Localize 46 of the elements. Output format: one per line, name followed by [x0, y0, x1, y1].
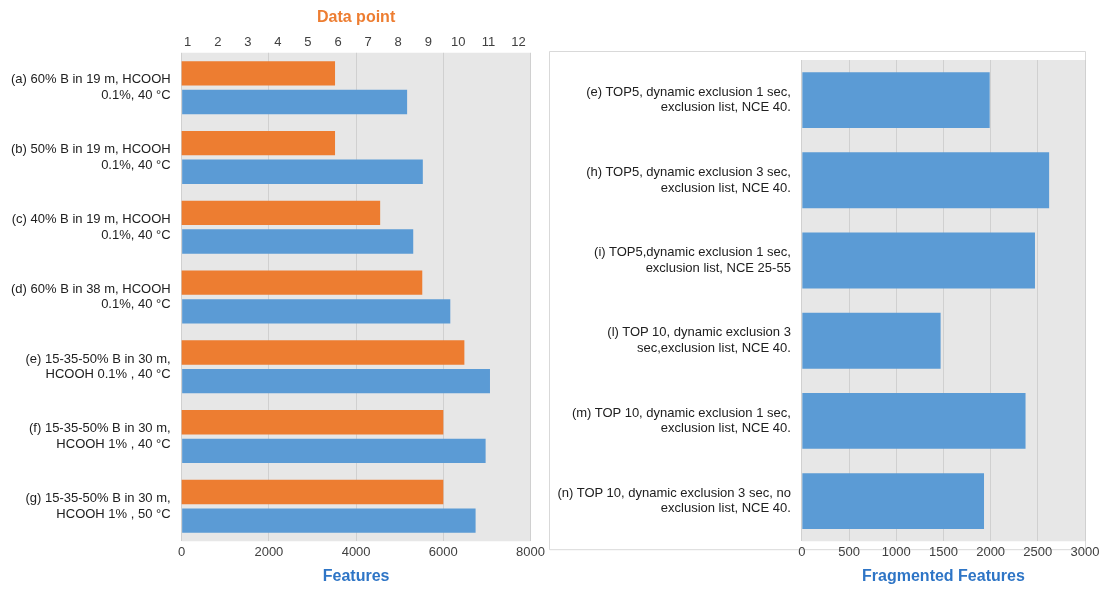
- bar: [802, 392, 1026, 449]
- y-tick-label: (c) 40% B in 19 m, HCOOH 0.1%, 40 °C: [11, 211, 171, 242]
- x-axis-title: Fragmented Features: [862, 566, 1025, 584]
- y-tick-label: (h) TOP5, dynamic exclusion 3 sec, exclusion list, NCE 40.: [586, 164, 791, 195]
- x2-tick-label: 10: [451, 33, 466, 49]
- x2-axis-title: Data point: [316, 8, 396, 26]
- x2-tick-label: 8: [394, 33, 402, 49]
- x2-tick-label: 4: [274, 33, 282, 49]
- x-tick-label: 2500: [1023, 543, 1053, 559]
- x2-tick-label: 11: [481, 33, 496, 49]
- y-tick-label: (b) 50% B in 19 m, HCOOH 0.1%, 40 °C: [11, 141, 171, 172]
- x-tick-label: 4000: [341, 543, 371, 559]
- bar: [802, 152, 1050, 209]
- x-tick-label: 0: [798, 543, 806, 559]
- y-tick-label: (f) 15-35-50% B in 30 m, HCOOH 1% , 40 °C: [29, 420, 171, 451]
- x-tick-label: 500: [838, 543, 860, 559]
- y-tick-label: (e) 15-35-50% B in 30 m, HCOOH 0.1% , 40 °C: [25, 350, 171, 382]
- bar: [802, 473, 985, 530]
- y-tick-label: (n) TOP 10, dynamic exclusion 3 sec, no exclusion list, NCE 40.: [557, 484, 791, 516]
- x2-tick-label: 2: [214, 33, 222, 49]
- x-tick-label: 2000: [254, 543, 284, 559]
- x2-tick-label: 6: [334, 33, 342, 49]
- bar: [802, 312, 941, 369]
- y-tick-label: (m) TOP 10, dynamic exclusion 1 sec, exclusion list, NCE 40.: [571, 404, 791, 436]
- y-tick-label: (e) TOP5, dynamic exclusion 1 sec, exclusion list, NCE 40.: [586, 83, 791, 115]
- bar: [802, 232, 1035, 289]
- y-tick-label: (d) 60% B in 38 m, HCOOH 0.1%, 40 °C: [11, 280, 171, 312]
- x-tick-label: 8000: [516, 543, 545, 559]
- bar: [802, 72, 990, 129]
- y-tick-label: (i) TOP5,dynamic exclusion 1 sec, exclusion list, NCE 25-55: [594, 244, 791, 275]
- y-tick-label: (g) 15-35-50% B in 30 m, HCOOH 1% , 50 °C: [25, 490, 171, 521]
- x-tick-label: 0: [178, 543, 186, 559]
- x-tick-label: 3000: [1070, 543, 1100, 559]
- x2-tick-label: 1: [184, 33, 192, 49]
- x-tick-label: 2000: [976, 543, 1006, 559]
- x-axis-title: Features: [322, 566, 390, 584]
- x2-tick-label: 12: [511, 33, 526, 49]
- x2-tick-label: 7: [364, 33, 372, 49]
- y-tick-label: (l) TOP 10, dynamic exclusion 3 sec,exclusion list, NCE 40.: [607, 324, 791, 356]
- x2-tick-label: 5: [304, 33, 312, 49]
- x2-tick-label: 9: [424, 33, 432, 49]
- x-tick-label: 6000: [428, 543, 458, 559]
- x-tick-label: 1500: [928, 543, 958, 559]
- y-tick-label: (a) 60% B in 19 m, HCOOH 0.1%, 40 °C: [11, 71, 171, 103]
- x-tick-label: 1000: [881, 543, 911, 559]
- x2-tick-label: 3: [244, 33, 252, 49]
